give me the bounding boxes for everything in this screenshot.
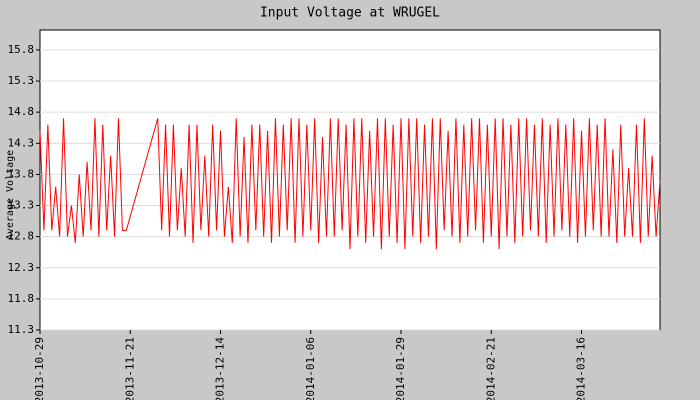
x-tick-label: 2014-03-16	[575, 337, 588, 400]
x-tick-label: 2013-11-21	[123, 337, 136, 400]
data-line	[39, 118, 661, 250]
x-tick-label: 2014-01-29	[394, 337, 407, 400]
y-tick-label: 15.8	[8, 43, 35, 56]
x-tick-label: 2013-10-29	[33, 337, 46, 400]
x-tick-label: 2014-01-06	[304, 337, 317, 400]
x-tick-label: 2013-12-14	[214, 337, 227, 400]
x-tick-label: 2014-02-21	[484, 337, 497, 400]
chart-title: Input Voltage at WRUGEL	[260, 6, 440, 21]
y-tick-label: 13.3	[8, 199, 35, 212]
y-tick-label: 12.3	[8, 261, 35, 274]
y-tick-label: 14.8	[8, 105, 35, 118]
y-tick-label: 13.8	[8, 167, 35, 180]
plot-area	[39, 29, 661, 331]
y-tick-label: 15.3	[8, 74, 35, 87]
y-tick-label: 11.3	[8, 323, 35, 336]
y-tick-label: 14.3	[8, 136, 35, 149]
y-tick-label: 12.8	[8, 230, 35, 243]
y-axis-label: Average Voltage	[5, 150, 16, 240]
y-tick-label: 11.8	[8, 292, 35, 305]
